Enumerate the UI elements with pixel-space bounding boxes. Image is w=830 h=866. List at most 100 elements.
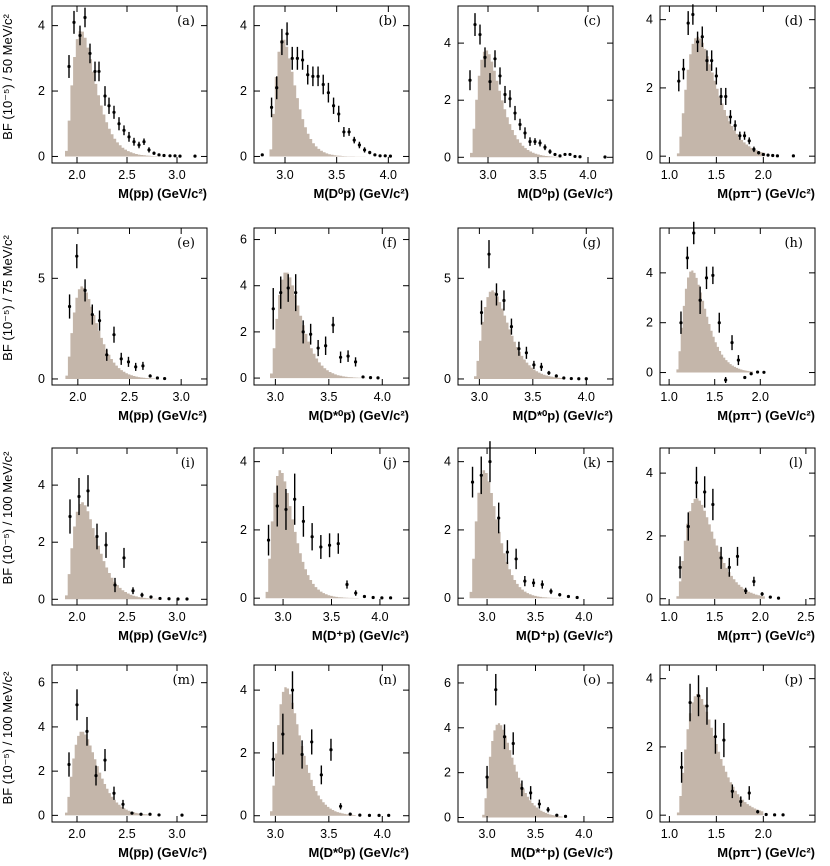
y-tick-label-o-2: 4 (444, 721, 451, 735)
data-point-a-9 (112, 110, 116, 114)
y-tick-label-k-2: 4 (444, 455, 451, 469)
x-axis-label-k: M(D⁺p) (GeV/c²) (516, 628, 613, 643)
data-point-h-3 (698, 298, 702, 302)
data-point-i-2 (86, 489, 90, 493)
data-point-n-5 (319, 773, 323, 777)
y-tick-label-n-0: 0 (240, 809, 247, 823)
data-point-c-13 (533, 139, 537, 144)
x-tick-label-k-2: 4.0 (575, 610, 592, 624)
data-point-m-5 (112, 791, 116, 795)
data-point-m-1 (75, 703, 79, 707)
data-point-n-4 (310, 740, 314, 744)
data-point-a-14 (137, 143, 141, 147)
histogram-m (65, 731, 152, 816)
data-point-c-19 (563, 152, 567, 157)
y-tick-label-l-2: 4 (646, 466, 653, 480)
data-point-e-9 (134, 365, 138, 369)
data-point-m-8 (139, 812, 143, 816)
data-point-d-9 (719, 94, 723, 99)
data-point-j-14 (388, 596, 393, 600)
panel-p: 1.0 1.5 2.0 0 2 4 (p) M(pπ⁻) (GeV/c²) (646, 664, 816, 860)
data-point-k-11 (566, 594, 571, 599)
plot-frame-i (51, 447, 208, 606)
data-point-l-7 (735, 554, 740, 558)
y-tick-label-n-2: 4 (240, 683, 247, 697)
histogram-c (470, 50, 563, 158)
y-tick-label-i-1: 2 (38, 535, 45, 549)
data-point-i-5 (113, 583, 117, 587)
data-point-f-14 (376, 376, 380, 380)
data-point-o-9 (563, 814, 568, 818)
data-point-n-3 (300, 752, 304, 757)
x-tick-label-l-0: 1.0 (660, 610, 677, 624)
y-tick-label-p-2: 4 (646, 672, 653, 686)
x-tick-label-m-2: 3.0 (168, 827, 185, 841)
data-point-b-6 (295, 56, 299, 60)
data-point-n-11 (377, 813, 381, 818)
data-point-c-16 (548, 149, 552, 154)
x-tick-label-o-1: 3.5 (527, 827, 544, 841)
data-point-e-12 (155, 376, 159, 380)
data-point-d-21 (775, 154, 780, 158)
data-point-o-8 (555, 813, 559, 817)
data-point-m-4 (103, 758, 107, 762)
data-point-k-10 (558, 593, 562, 597)
y-tick-label-f-0: 0 (240, 371, 247, 385)
x-tick-label-m-1: 2.5 (118, 827, 135, 841)
plot-frame-o (457, 664, 614, 823)
histogram-n (270, 687, 356, 816)
data-point-l-6 (727, 565, 731, 569)
panel-k: 3.0 3.5 4.0 0 2 4 (k) M(D⁺p) (GeV/c²) (444, 441, 614, 643)
data-point-d-3 (691, 12, 695, 17)
row-y-labels: BF (10⁻⁵) / 50 MeV/c² BF (10⁻⁵) / 75 MeV… (0, 13, 15, 804)
data-point-f-9 (338, 355, 343, 359)
panel-label-e: (e) (177, 236, 195, 251)
data-point-d-11 (728, 115, 733, 119)
y-tick-label-j-0: 0 (240, 591, 247, 605)
panel-m: 2.0 2.5 3.0 0 2 4 6 (m) M(p̅p) (GeV/c²) (38, 664, 208, 860)
data-point-i-0 (68, 514, 72, 519)
x-axis-label-e: M(p̅p) (GeV/c²) (118, 408, 207, 423)
data-point-c-23 (603, 155, 607, 159)
data-point-j-13 (380, 596, 384, 600)
y-tick-label-m-2: 4 (38, 720, 45, 734)
data-point-h-7 (724, 378, 728, 382)
data-point-j-11 (362, 594, 367, 599)
data-point-a-4 (88, 51, 92, 56)
x-tick-label-o-2: 4.0 (575, 827, 592, 841)
x-tick-label-j-0: 3.0 (274, 610, 291, 624)
data-point-n-0 (271, 757, 275, 761)
data-point-a-21 (173, 154, 177, 158)
histogram-a (65, 31, 162, 157)
x-axis-label-h: M(pπ⁻) (GeV/c²) (717, 408, 815, 423)
data-point-f-6 (316, 346, 320, 350)
y-tick-label-i-2: 4 (38, 478, 45, 492)
y-tick-label-c-0: 0 (444, 150, 451, 164)
data-point-e-2 (83, 288, 87, 292)
y-tick-label-p-0: 0 (646, 808, 653, 822)
data-point-j-12 (371, 595, 375, 600)
y-tick-label-d-0: 0 (646, 149, 653, 163)
data-point-i-8 (140, 593, 144, 597)
data-point-g-8 (539, 365, 543, 369)
panel-l: 1.0 1.5 2.0 2.5 0 2 4 (l) M(pπ⁻) (GeV/c²) (646, 447, 816, 643)
data-point-m-7 (130, 811, 134, 815)
y-tick-label-o-0: 0 (444, 811, 451, 825)
x-axis-label-i: M(p̅p) (GeV/c²) (118, 628, 207, 643)
data-point-a-10 (117, 122, 121, 126)
panel-a: 2.0 2.5 3.0 0 2 4 (a) M(p̅p) (GeV/c²) (38, 5, 208, 201)
data-point-k-5 (514, 557, 518, 561)
data-point-b-1 (269, 105, 274, 109)
data-point-o-2 (502, 735, 507, 739)
data-point-g-6 (524, 351, 529, 355)
data-point-d-10 (724, 94, 728, 99)
data-point-o-4 (520, 786, 524, 790)
panel-label-h: (h) (784, 236, 803, 251)
x-tick-label-h-2: 2.0 (752, 390, 769, 404)
data-point-n-10 (367, 813, 372, 818)
data-point-g-0 (479, 310, 484, 315)
data-point-b-24 (388, 154, 392, 158)
data-point-k-7 (531, 581, 536, 585)
x-axis-label-g: M(D*⁰p) (GeV/c²) (512, 408, 613, 423)
data-point-j-4 (301, 519, 306, 523)
